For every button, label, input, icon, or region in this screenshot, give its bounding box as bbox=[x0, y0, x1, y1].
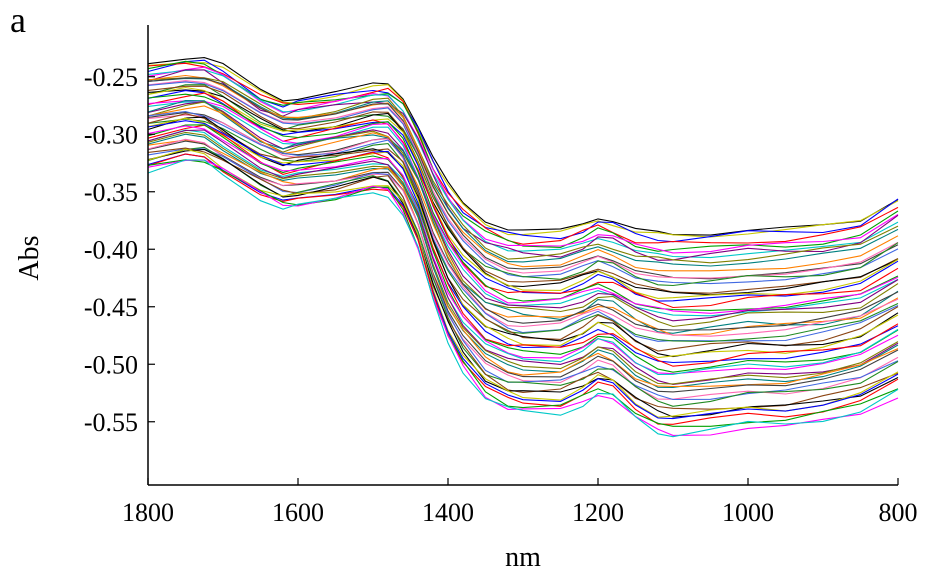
spectrum-series-line bbox=[147, 62, 899, 245]
spectrum-series-line bbox=[147, 124, 899, 373]
spectrum-series-line bbox=[147, 80, 899, 279]
spectrum-series-line bbox=[147, 148, 899, 418]
spectrum-series-line bbox=[147, 153, 899, 425]
spectrum-series-line bbox=[147, 101, 899, 322]
spectrum-series-line bbox=[147, 93, 899, 311]
y-axis-label: Abs bbox=[14, 235, 45, 280]
spectrum-series-line bbox=[147, 159, 899, 438]
spectrum-series-line bbox=[147, 117, 899, 359]
spectrum-series-line bbox=[147, 77, 899, 267]
spectrum-series-line bbox=[147, 147, 899, 410]
spectrum-series-line bbox=[147, 59, 899, 243]
spectrum-series-line bbox=[147, 101, 899, 317]
x-tick-label: 1000 bbox=[722, 498, 774, 527]
y-tick-label: -0.50 bbox=[84, 350, 138, 379]
x-tick-label: 1600 bbox=[272, 498, 324, 527]
spectrum-series-line bbox=[147, 77, 899, 280]
spectrum-series-line bbox=[147, 85, 899, 294]
y-ticks: -0.25 -0.30 -0.35 -0.40 -0.45 -0.50 -0.55 bbox=[84, 63, 155, 437]
spectrum-series-line bbox=[147, 113, 899, 352]
x-tick-label: 1800 bbox=[122, 498, 174, 527]
spectrum-series-line bbox=[147, 131, 899, 385]
spectrum-series-line bbox=[147, 100, 899, 314]
spectrum-series-line bbox=[147, 116, 899, 358]
spectrum-series-line bbox=[147, 74, 899, 272]
y-tick-label: -0.25 bbox=[84, 63, 138, 92]
spectrum-series-line bbox=[147, 139, 899, 388]
spectrum-series-line bbox=[147, 110, 899, 342]
spectrum-series-line bbox=[147, 90, 899, 302]
x-ticks: 1800 1600 1400 1200 1000 800 bbox=[122, 478, 918, 527]
spectrum-series-line bbox=[147, 125, 899, 375]
spectrum-series-line bbox=[147, 133, 899, 388]
spectra-series-layer bbox=[147, 57, 899, 438]
spectrum-series-line bbox=[147, 120, 899, 364]
y-tick-label: -0.30 bbox=[84, 120, 138, 149]
y-tick-label: -0.40 bbox=[84, 235, 138, 264]
spectrum-series-line bbox=[147, 81, 899, 285]
panel-label: a bbox=[10, 0, 26, 40]
axes bbox=[147, 25, 898, 486]
x-tick-label: 800 bbox=[879, 498, 918, 527]
spectrum-series-line bbox=[147, 57, 899, 236]
spectrum-series-line bbox=[147, 159, 899, 427]
spectrum-series-line bbox=[147, 99, 899, 334]
spectrum-series-line bbox=[147, 86, 899, 299]
y-tick-label: -0.35 bbox=[84, 178, 138, 207]
spectrum-series-line bbox=[147, 138, 899, 400]
spectrum-series-line bbox=[147, 153, 899, 420]
x-tick-label: 1400 bbox=[422, 498, 474, 527]
spectrum-series-line bbox=[147, 148, 899, 418]
y-tick-label: -0.55 bbox=[84, 408, 138, 437]
x-axis-label: nm bbox=[505, 542, 541, 573]
spectrum-series-line bbox=[147, 148, 899, 401]
spectrum-series-line bbox=[147, 66, 899, 254]
spectrum-series-line bbox=[147, 159, 899, 436]
spectrum-series-line bbox=[147, 129, 899, 376]
spectrum-series-line bbox=[147, 60, 899, 252]
x-tick-label: 1200 bbox=[572, 498, 624, 527]
spectrum-series-line bbox=[147, 69, 899, 259]
y-tick-label: -0.45 bbox=[84, 293, 138, 322]
